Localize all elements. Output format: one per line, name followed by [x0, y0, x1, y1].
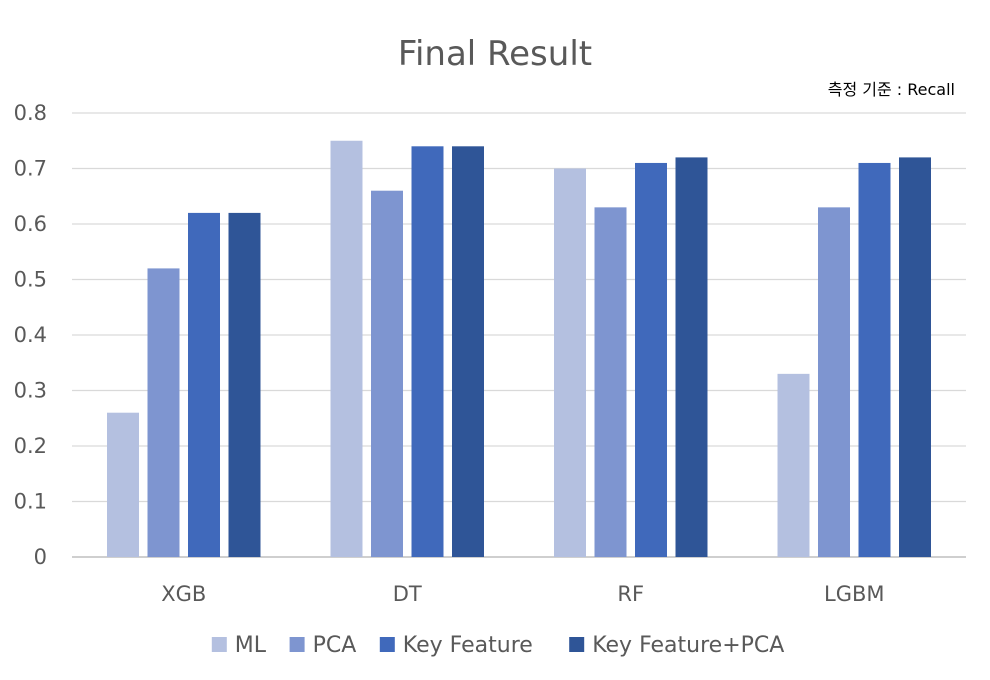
- bar-ml-lgbm: [777, 373, 810, 557]
- y-tick-label: 0.3: [14, 379, 47, 403]
- bar-key-feature-pca-rf: [675, 157, 708, 557]
- legend-label: ML: [235, 633, 267, 658]
- chart-annotation: 측정 기준 : Recall: [828, 80, 955, 99]
- x-tick-label: LGBM: [824, 582, 885, 606]
- y-tick-label: 0.7: [14, 157, 47, 181]
- x-axis-ticks: XGB DT RF LGBM: [161, 582, 884, 606]
- bar-key-feature-pca-dt: [452, 146, 484, 558]
- bar-key-feature-rf: [635, 162, 667, 557]
- bar-pca-dt: [371, 190, 403, 557]
- y-tick-label: 0.1: [14, 490, 47, 514]
- legend-label: PCA: [313, 633, 357, 658]
- bar-key-feature-lgbm: [858, 162, 891, 557]
- x-tick-label: XGB: [161, 582, 206, 606]
- bar-key-feature-pca-xgb: [228, 212, 261, 557]
- legend-label: Key Feature: [403, 633, 533, 658]
- y-axis-ticks: 0 0.1 0.2 0.3 0.4 0.5 0.6 0.7 0.8: [14, 101, 47, 569]
- legend-swatch: [379, 637, 395, 652]
- x-tick-label: DT: [393, 582, 422, 606]
- y-tick-label: 0.5: [14, 268, 47, 292]
- bars: [107, 140, 931, 558]
- bar-key-feature-pca-lgbm: [899, 157, 931, 557]
- y-tick-label: 0: [34, 545, 47, 569]
- legend: ML PCA Key Feature Key Feature+PCA: [211, 633, 784, 658]
- bar-pca-rf: [594, 207, 627, 557]
- chart-title: Final Result: [398, 34, 592, 74]
- y-tick-label: 0.4: [14, 323, 47, 347]
- bar-pca-xgb: [147, 268, 180, 557]
- bar-key-feature-xgb: [188, 212, 220, 557]
- x-tick-label: RF: [617, 582, 644, 606]
- bar-ml-dt: [330, 140, 363, 557]
- gridlines: [72, 112, 966, 558]
- legend-swatch: [289, 637, 305, 652]
- legend-label: Key Feature+PCA: [592, 633, 784, 658]
- legend-swatch: [211, 637, 227, 652]
- y-tick-label: 0.2: [14, 434, 47, 458]
- bar-ml-rf: [554, 168, 586, 557]
- y-tick-label: 0.8: [14, 101, 47, 125]
- bar-key-feature-dt: [411, 146, 444, 558]
- bar-ml-xgb: [107, 412, 139, 557]
- y-tick-label: 0.6: [14, 212, 47, 236]
- legend-swatch: [569, 637, 585, 652]
- bar-pca-lgbm: [818, 207, 850, 557]
